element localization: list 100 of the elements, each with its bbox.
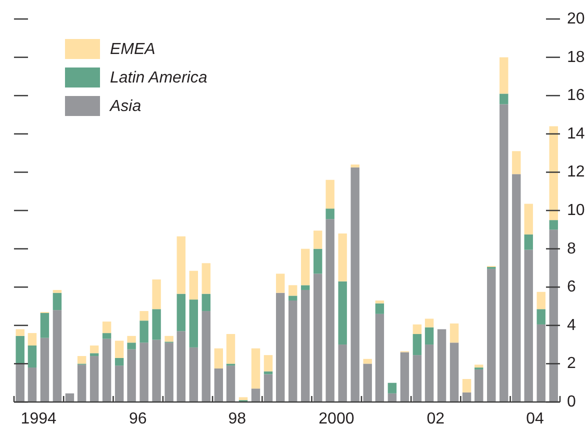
bar xyxy=(326,219,334,402)
bar xyxy=(400,352,410,402)
bar xyxy=(338,281,347,345)
bar xyxy=(77,356,86,364)
bar xyxy=(176,294,186,332)
bar xyxy=(288,300,298,402)
bar xyxy=(549,230,558,402)
bar xyxy=(512,151,521,174)
x-tick-label: 1994 xyxy=(20,410,56,428)
y-tick-label: 14 xyxy=(567,125,585,142)
bar xyxy=(424,344,434,402)
bar xyxy=(52,290,62,293)
bar xyxy=(264,374,273,402)
bar xyxy=(189,300,198,348)
bar xyxy=(549,126,558,220)
bar xyxy=(140,342,148,402)
bar xyxy=(437,329,446,402)
bar xyxy=(40,312,50,338)
bar xyxy=(140,311,148,321)
bar xyxy=(16,364,24,402)
bar xyxy=(52,292,62,310)
bar xyxy=(363,358,372,364)
y-tick-label: 6 xyxy=(567,278,576,296)
bar xyxy=(114,340,124,358)
bar xyxy=(350,164,360,168)
bar xyxy=(127,349,136,402)
bar xyxy=(338,233,347,282)
bar xyxy=(375,314,384,402)
bar xyxy=(412,334,422,356)
legend-label: Latin America xyxy=(110,69,208,86)
bar xyxy=(276,274,285,293)
bar xyxy=(52,310,62,402)
bar xyxy=(152,279,161,310)
bar xyxy=(412,324,422,334)
bar xyxy=(375,300,384,304)
y-tick-label: 18 xyxy=(567,48,585,66)
bar xyxy=(500,94,508,104)
bar xyxy=(276,292,285,402)
y-tick-label: 2 xyxy=(567,355,576,372)
bar xyxy=(226,366,236,402)
bar xyxy=(202,263,210,294)
bar xyxy=(313,274,322,402)
y-tick-label: 12 xyxy=(567,164,585,181)
y-tick-label: 0 xyxy=(567,394,576,410)
bar xyxy=(474,364,484,368)
bar xyxy=(338,344,347,402)
x-tick-label: 02 xyxy=(426,410,445,428)
y-tick-label: 4 xyxy=(567,316,576,334)
legend-label: Asia xyxy=(109,98,142,114)
bar xyxy=(40,338,50,402)
bar xyxy=(536,292,546,310)
legend-label: EMEA xyxy=(110,40,156,58)
bar xyxy=(424,327,434,345)
bar xyxy=(251,388,260,402)
bar xyxy=(114,366,124,402)
bar xyxy=(202,294,210,312)
bar xyxy=(450,342,459,402)
bar xyxy=(500,104,508,402)
bar xyxy=(77,364,86,402)
bar xyxy=(300,290,310,402)
bar xyxy=(450,323,459,343)
bar xyxy=(388,393,397,402)
x-tick-label: 2000 xyxy=(318,410,354,428)
bar xyxy=(288,296,298,301)
bar xyxy=(102,338,112,402)
bar xyxy=(313,230,322,249)
bar xyxy=(251,348,260,389)
bar xyxy=(300,248,310,286)
bar xyxy=(202,311,210,402)
x-tick-label: 96 xyxy=(129,410,147,428)
bar xyxy=(536,309,546,324)
bar xyxy=(176,331,186,402)
bar xyxy=(189,347,198,402)
bar xyxy=(326,180,334,209)
bar xyxy=(288,285,298,296)
bar xyxy=(214,348,223,368)
bar xyxy=(238,397,248,400)
bar xyxy=(28,333,37,346)
bar xyxy=(363,364,372,402)
bar xyxy=(313,248,322,274)
bar xyxy=(462,392,472,402)
bar xyxy=(28,346,37,368)
bar xyxy=(127,336,136,343)
bar xyxy=(424,318,434,328)
bar xyxy=(127,342,136,350)
bar xyxy=(412,355,422,402)
bar xyxy=(326,208,334,220)
bar xyxy=(90,356,99,402)
bar xyxy=(152,309,161,340)
bar xyxy=(214,368,223,402)
bar xyxy=(164,342,174,402)
bar xyxy=(102,333,112,339)
bar xyxy=(114,358,124,366)
bar xyxy=(176,236,186,294)
x-tick-label: 98 xyxy=(228,410,246,428)
bar xyxy=(102,322,112,334)
y-tick-label: 10 xyxy=(567,202,585,219)
bar xyxy=(140,320,148,343)
bar xyxy=(28,368,37,402)
bar xyxy=(152,340,161,402)
